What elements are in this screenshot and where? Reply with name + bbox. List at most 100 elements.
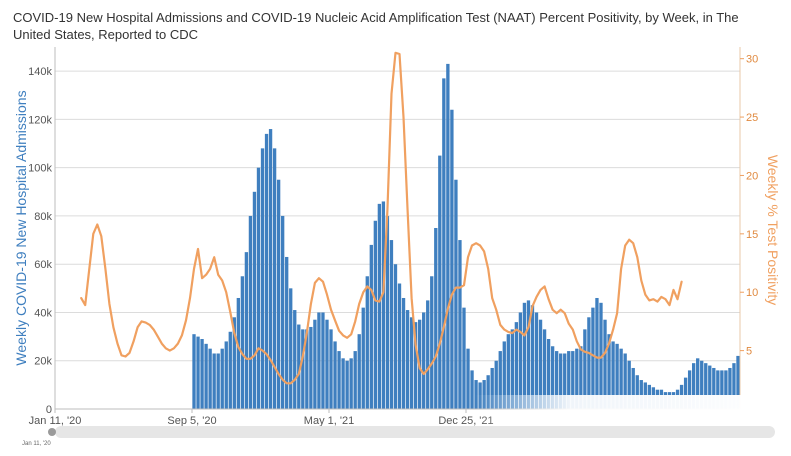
right-tick-label: 20 bbox=[746, 170, 758, 182]
admissions-bar bbox=[361, 307, 365, 409]
admissions-bar bbox=[393, 264, 398, 409]
admissions-bar bbox=[212, 353, 216, 409]
admissions-bar bbox=[518, 312, 523, 409]
admissions-bar bbox=[611, 341, 615, 409]
chart-title: COVID-19 New Hospital Admissions and COV… bbox=[13, 10, 739, 42]
admissions-bar bbox=[293, 310, 297, 409]
admissions-bar bbox=[712, 367, 716, 409]
admissions-bar bbox=[438, 155, 442, 409]
admissions-bar bbox=[575, 348, 579, 409]
admissions-bar bbox=[494, 360, 498, 409]
admissions-bar bbox=[196, 336, 200, 409]
admissions-bar bbox=[409, 317, 414, 409]
admissions-bar bbox=[546, 339, 551, 409]
admissions-bar bbox=[732, 363, 736, 409]
admissions-bar bbox=[192, 334, 196, 409]
admissions-bar bbox=[200, 339, 204, 409]
admissions-bar bbox=[297, 324, 301, 409]
admissions-bar bbox=[466, 348, 470, 409]
admissions-bar bbox=[526, 300, 531, 409]
admissions-bar bbox=[220, 348, 224, 409]
right-tick-label: 10 bbox=[746, 287, 758, 299]
admissions-bar bbox=[389, 240, 394, 409]
admissions-bar bbox=[345, 360, 349, 409]
left-tick-label: 0 bbox=[46, 404, 52, 416]
admissions-bar bbox=[627, 360, 631, 409]
admissions-bar bbox=[349, 358, 353, 409]
admissions-bar bbox=[268, 129, 273, 409]
range-slider-handle[interactable] bbox=[48, 428, 56, 436]
admissions-bar bbox=[305, 329, 309, 409]
admissions-bar bbox=[534, 312, 539, 409]
right-tick-label: 30 bbox=[746, 54, 758, 66]
admissions-bar bbox=[554, 351, 559, 409]
admissions-bar bbox=[458, 240, 462, 409]
left-axis-title: Weekly COVID-19 New Hospital Admissions bbox=[13, 90, 29, 365]
admissions-bar bbox=[563, 353, 567, 409]
left-tick-label: 100k bbox=[28, 163, 52, 175]
admissions-bar bbox=[317, 312, 321, 409]
admissions-bar bbox=[204, 343, 208, 409]
admissions-bar bbox=[373, 220, 378, 409]
admissions-bar bbox=[329, 329, 333, 409]
admissions-bar bbox=[696, 358, 700, 409]
x-axis-ticks: Jan 11, '20 Sep 5, '20 May 1, '21 Dec 25, '… bbox=[29, 409, 494, 427]
admissions-bar bbox=[442, 78, 446, 409]
admissions-bar bbox=[510, 329, 515, 409]
admissions-bar bbox=[514, 322, 519, 409]
admissions-bar bbox=[583, 329, 587, 409]
range-slider-track[interactable] bbox=[55, 426, 775, 438]
admissions-bar bbox=[691, 363, 696, 409]
admissions-bar bbox=[615, 343, 619, 409]
left-tick-label: 80k bbox=[34, 211, 52, 223]
admissions-bar bbox=[337, 351, 341, 409]
admissions-bar bbox=[486, 375, 490, 409]
right-tick-label: 25 bbox=[746, 112, 758, 124]
gridlines bbox=[55, 70, 740, 362]
admissions-bars bbox=[192, 63, 740, 410]
admissions-bar bbox=[272, 148, 277, 410]
admissions-bar bbox=[377, 203, 382, 409]
x-tick-label: Jan 11, '20 bbox=[29, 415, 82, 427]
admissions-bar bbox=[571, 351, 575, 409]
left-tick-label: 120k bbox=[28, 114, 52, 126]
admissions-bar bbox=[289, 288, 293, 409]
admissions-bar bbox=[280, 215, 285, 409]
admissions-bar bbox=[276, 179, 281, 409]
admissions-bar bbox=[252, 191, 257, 409]
admissions-bar bbox=[365, 276, 369, 409]
admissions-bar bbox=[401, 297, 406, 409]
admissions-bar bbox=[450, 109, 454, 409]
admissions-bar bbox=[454, 179, 458, 409]
admissions-bar bbox=[595, 297, 599, 409]
admissions-bar bbox=[502, 341, 506, 409]
admissions-bar bbox=[381, 201, 386, 409]
positivity-line bbox=[80, 51, 683, 385]
admissions-bar bbox=[538, 319, 543, 409]
admissions-bar bbox=[567, 351, 571, 409]
left-tick-label: 140k bbox=[28, 66, 52, 78]
admissions-bar bbox=[631, 367, 635, 409]
admissions-bar bbox=[321, 312, 325, 409]
range-slider-label: Jan 11, '20 bbox=[22, 441, 51, 447]
admissions-bar bbox=[353, 351, 357, 409]
admissions-bar bbox=[470, 370, 474, 409]
admissions-bar bbox=[724, 370, 728, 409]
left-tick-label: 60k bbox=[34, 259, 52, 271]
admissions-bar bbox=[490, 367, 494, 409]
admissions-bar bbox=[413, 322, 418, 409]
admissions-bar bbox=[635, 375, 639, 409]
admissions-bar bbox=[474, 380, 478, 409]
admissions-bar bbox=[506, 334, 510, 409]
admissions-bar bbox=[369, 244, 373, 409]
admissions-bar bbox=[559, 353, 563, 409]
admissions-bar bbox=[224, 341, 228, 409]
admissions-bar bbox=[208, 348, 212, 409]
left-tick-label: 20k bbox=[34, 356, 52, 368]
admissions-bar bbox=[639, 380, 643, 409]
admissions-bar bbox=[264, 133, 269, 409]
admissions-bar bbox=[341, 358, 345, 409]
admissions-bar bbox=[240, 276, 245, 409]
admissions-bar bbox=[587, 317, 591, 409]
admissions-bar bbox=[736, 355, 740, 409]
